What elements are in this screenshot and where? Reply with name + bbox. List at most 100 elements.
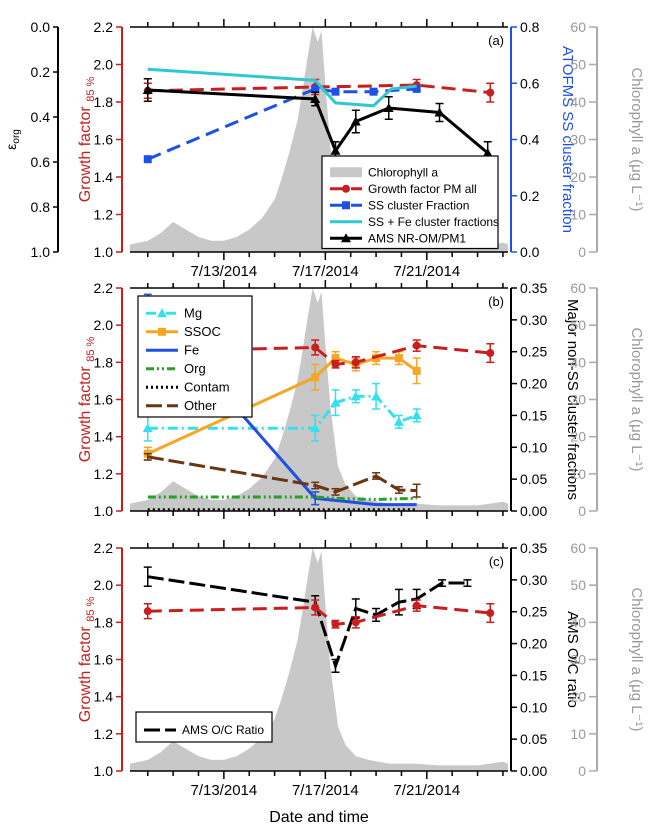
legend: AMS O/C Ratio: [135, 711, 273, 743]
series-growth-factor-pm-all: [143, 599, 495, 629]
series-line: [147, 495, 417, 502]
chl-axis-tick-label: 50: [570, 317, 586, 333]
right-axis-tick-label: 0.8: [520, 19, 540, 35]
legend-swatch: [330, 167, 362, 178]
data-point: [311, 84, 320, 93]
chl-axis-tick-label: 40: [570, 614, 586, 630]
gf-axis-tick-label: 1.6: [94, 652, 114, 668]
gf-axis-tick-label: 2.0: [94, 577, 114, 593]
x-tick-label: 7/17/2014: [292, 782, 359, 799]
data-point: [331, 360, 340, 369]
gf-axis-label: Growth factor 85 %: [77, 77, 97, 203]
data-point: [434, 107, 445, 117]
gf-axis-tick-label: 1.8: [94, 614, 114, 630]
data-point: [310, 423, 321, 433]
panel-2: 1.0 1.2 1.4 1.6 1.8 2.0 2.2 Growth factor 85 % 0…: [77, 280, 645, 519]
data-point: [350, 116, 361, 126]
chlorophyll-area: [130, 288, 508, 511]
data-point: [331, 87, 340, 96]
gf-axis-tick-label: 2.0: [94, 57, 114, 73]
chl-axis-tick-label: 50: [570, 57, 586, 73]
right-axis-tick-label: 0.15: [520, 667, 547, 683]
gf-axis-tick-label: 2.0: [94, 317, 114, 333]
data-point: [311, 373, 320, 382]
gf-axis-label: Growth factor 85 %: [77, 337, 97, 463]
series-mg: [142, 382, 422, 442]
data-point: [486, 88, 495, 97]
series-other: [143, 452, 421, 498]
legend-label: SS + Fe cluster fractions: [368, 215, 499, 229]
eorg-axis-label: εorg: [3, 129, 22, 150]
data-point: [143, 155, 152, 164]
right-axis-tick-label: 0.2: [520, 188, 540, 204]
series-line: [147, 87, 417, 161]
x-axis-label: Date and time: [269, 809, 369, 826]
eorg-subscript: org: [11, 129, 22, 143]
right-axis-tick-label: 0.20: [520, 376, 547, 392]
series-line: [147, 67, 417, 108]
data-point: [330, 397, 341, 407]
chl-axis-tick-label: 60: [570, 540, 586, 556]
gf-axis-tick-label: 1.2: [94, 466, 114, 482]
panel-tag: (a): [488, 33, 504, 48]
data-point: [143, 607, 152, 616]
panel-1: 7/13/2014 7/17/2014 7/21/2014 1.0 1.2 1.4 1.6 1…: [3, 19, 645, 280]
right-axis-tick-label: 0.30: [520, 312, 547, 328]
data-point: [371, 391, 382, 401]
panel-tag: (b): [488, 294, 504, 309]
data-point: [330, 145, 341, 155]
data-point: [394, 354, 403, 363]
gf-axis-tick-label: 1.6: [94, 132, 114, 148]
data-point: [482, 148, 493, 157]
x-tick-label: 7/21/2014: [393, 782, 460, 799]
data-point: [350, 391, 361, 401]
chl-axis-tick-label: 40: [570, 354, 586, 370]
right-axis-tick-label: 0.05: [520, 471, 547, 487]
series-line: [147, 344, 491, 366]
chl-axis-tick-label: 10: [570, 726, 586, 742]
legend-label: SS cluster Fraction: [368, 198, 469, 212]
chl-axis-tick-label: 30: [570, 652, 586, 668]
data-point: [412, 341, 421, 350]
legend-label: Contam: [184, 379, 230, 394]
series-line: [147, 83, 491, 95]
chl-axis-label: Chlorophyll a (μg L⁻¹): [628, 587, 645, 731]
right-axis-tick-label: 0.25: [520, 604, 547, 620]
eorg-axis-tick-label: 0.6: [31, 154, 51, 170]
chl-axis-tick-label: 60: [570, 19, 586, 35]
legend-box: [135, 711, 273, 743]
chl-axis-tick-label: 60: [570, 280, 586, 296]
data-point: [486, 609, 495, 618]
eorg-axis-tick-label: 1.0: [31, 244, 51, 260]
legend-label: Chlorophyll a: [368, 165, 438, 179]
legend-label: AMS NR-OM/PM1: [368, 231, 466, 245]
data-point: [311, 603, 320, 612]
gf-axis-tick-label: 2.2: [94, 540, 114, 556]
chl-axis-tick-label: 20: [570, 689, 586, 705]
legend-marker: [157, 308, 167, 318]
eorg-axis-tick-label: 0.0: [31, 19, 51, 35]
data-point: [142, 423, 153, 433]
chl-axis-tick-label: 0: [578, 503, 586, 519]
x-tick-label: 7/13/2014: [190, 263, 257, 280]
right-axis-tick-label: 0.6: [520, 75, 540, 91]
data-point: [411, 410, 422, 420]
gf-axis-tick-label: 1.6: [94, 392, 114, 408]
gf-axis-subscript: 85 %: [85, 77, 97, 102]
right-axis-tick-label: 0.10: [520, 439, 547, 455]
right-axis-tick-label: 0.00: [520, 763, 547, 779]
data-point: [331, 354, 340, 363]
legend: Chlorophyll a Growth factor PM all SS clus…: [321, 155, 499, 250]
gf-axis-tick-label: 1.0: [94, 244, 114, 260]
gf-axis-tick-label: 1.8: [94, 354, 114, 370]
x-tick-label: 7/17/2014: [292, 263, 359, 280]
chl-axis-tick-label: 50: [570, 577, 586, 593]
right-axis-tick-label: 0.4: [520, 132, 540, 148]
chlorophyll-area: [130, 548, 508, 771]
legend-marker: [341, 233, 351, 243]
series-line: [147, 455, 417, 494]
legend-box: [137, 295, 253, 418]
data-point: [142, 85, 153, 94]
